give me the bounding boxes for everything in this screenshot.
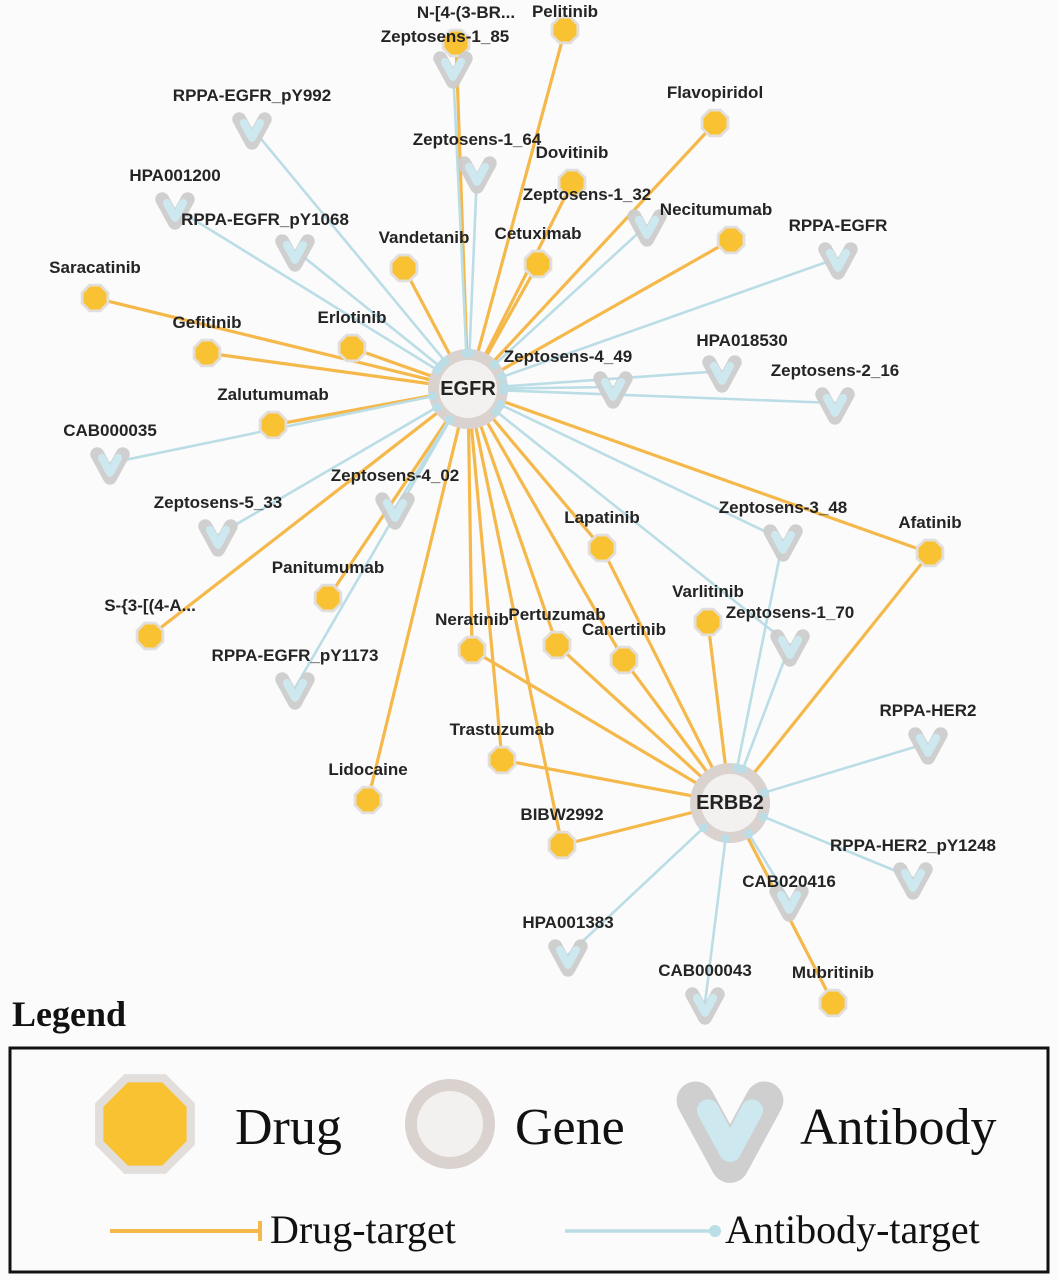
svg-text:Drug-target: Drug-target xyxy=(270,1207,456,1252)
svg-text:Drug: Drug xyxy=(235,1099,342,1156)
svg-text:Antibody-target: Antibody-target xyxy=(725,1207,980,1252)
svg-text:Antibody: Antibody xyxy=(800,1099,996,1156)
svg-text:Gene: Gene xyxy=(515,1099,625,1156)
